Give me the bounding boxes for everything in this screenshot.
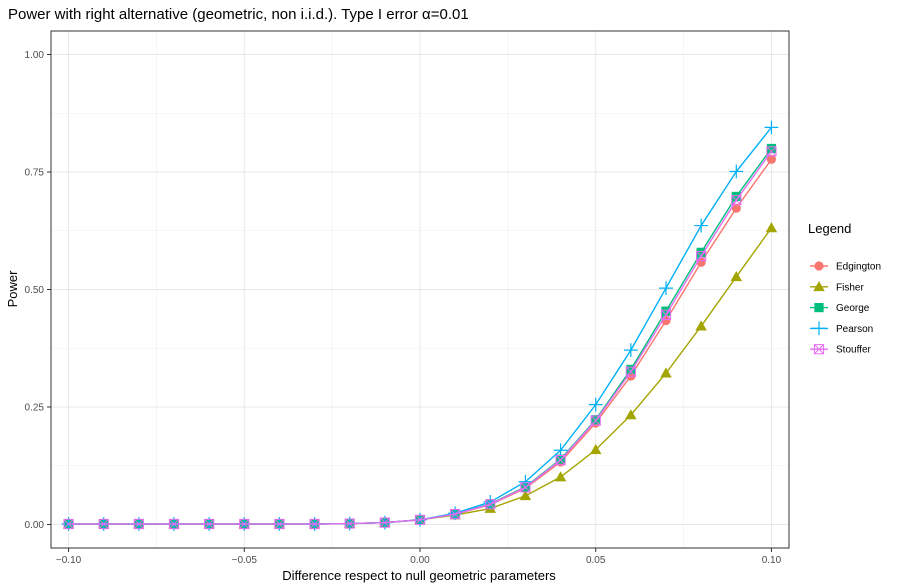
legend-item-fisher: Fisher [810,281,864,293]
legend-item-george: George [810,303,870,314]
pearson-point [659,281,673,295]
george-point [626,364,636,374]
legend-item-stouffer: Stouffer [810,344,872,356]
series-layer [61,120,779,531]
stouffer-point [344,518,355,529]
x-tick-label: 0.05 [586,555,606,566]
stouffer-point [239,518,250,530]
stouffer-point [98,518,109,530]
edgington-point [766,154,777,164]
pearson-point [764,120,779,135]
legend-key-marker [813,281,825,292]
legend-label: Pearson [836,324,873,335]
stouffer-point [520,482,531,493]
stouffer-point [204,518,215,530]
stouffer-point [766,146,777,157]
x-axis-label: Difference respect to null geometric par… [282,568,556,583]
pearson-point [518,474,533,489]
y-tick-label: 0.75 [25,168,45,179]
fisher-point [625,409,637,420]
legend-key-marker [813,344,825,355]
fisher-point [519,490,532,501]
pearson-point [553,443,568,458]
stouffer-point [133,518,144,530]
legend-key-marker [814,303,824,313]
stouffer-point [731,195,742,206]
legend-item-edgington: Edgington [810,261,881,273]
pearson-point [623,343,638,358]
y-axis-label: Power [5,270,20,308]
pearson-point [729,164,744,179]
stouffer-point [696,251,707,262]
stouffer-point [660,309,672,320]
legend-label: Edgington [836,262,881,273]
legend-label: Stouffer [836,345,872,356]
pearson-point [588,397,603,412]
fisher-point [660,367,672,378]
stouffer-point [590,415,601,426]
stouffer-point [168,518,180,530]
legend: Edgington Fisher George Pearson Stouffer [810,261,881,356]
stouffer-point [379,517,390,528]
stouffer-point [625,366,636,377]
pearson-point [694,218,709,233]
fisher-point [695,320,707,331]
y-axis-ticks: 0.00 0.25 0.50 0.75 1.00 [25,50,51,531]
stouffer-point [485,499,496,510]
x-tick-label: 0.10 [762,555,782,566]
y-tick-label: 0.50 [25,285,45,296]
chart-title: Power with right alternative (geometric,… [8,6,469,23]
fisher-point [589,444,602,455]
edgington-point [731,203,741,213]
stouffer-point [414,514,426,525]
george-point [731,191,741,202]
legend-key-marker [814,261,824,271]
y-tick-label: 0.00 [25,520,45,531]
y-tick-label: 1.00 [25,50,45,61]
stouffer-point [309,518,320,530]
stouffer-point [555,455,566,466]
fisher-point [765,222,778,233]
george-point [766,143,777,154]
fisher-point [554,471,567,482]
fisher-point [730,271,743,282]
y-tick-label: 0.25 [25,403,45,414]
legend-label: George [836,303,870,314]
george-point [696,247,706,257]
george-point [661,306,671,316]
legend-item-pearson: Pearson [810,321,873,336]
stouffer-point [450,509,461,520]
stouffer-point [63,518,74,530]
x-tick-label: −0.05 [232,555,258,566]
legend-key-marker [812,321,826,336]
x-tick-label: −0.10 [56,555,82,566]
legend-title: Legend [808,221,851,236]
legend-label: Fisher [836,282,864,293]
x-axis-ticks: −0.10 −0.05 0.00 0.05 0.10 [56,548,782,566]
x-tick-label: 0.00 [410,555,430,566]
series-stouffer [63,146,777,530]
stouffer-point [274,518,285,530]
